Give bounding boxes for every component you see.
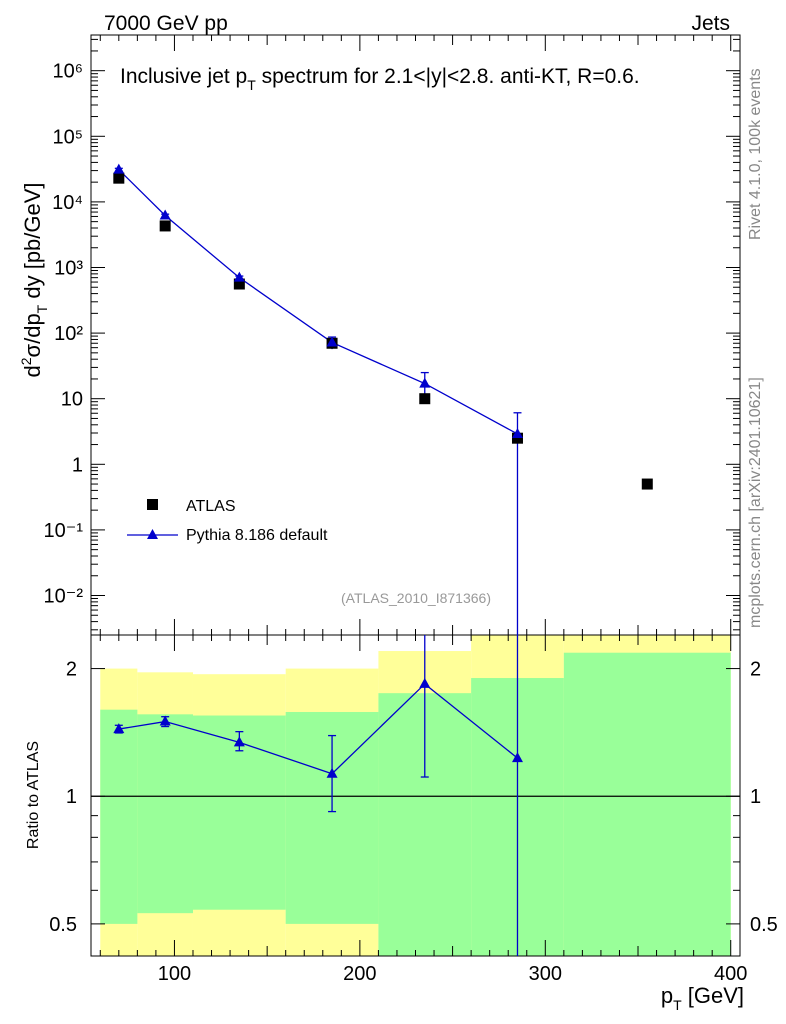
atlas-point [233, 278, 245, 290]
pythia-point [233, 271, 245, 282]
legend-marker-pythia [147, 529, 158, 539]
x-tick-label: 400 [714, 963, 747, 985]
legend: ATLAS Pythia 8.186 default [127, 498, 328, 544]
y-tick-label: 10⁻¹ [44, 520, 84, 542]
ratio-pythia-point [326, 767, 338, 778]
pythia-point [159, 209, 171, 220]
pythia-line [118, 169, 518, 435]
ratio-pythia-point [419, 677, 431, 688]
atlas-point [641, 478, 653, 490]
header-left: 7000 GeV pp [104, 12, 228, 35]
ratio-axis-ticks: 0.5 0.5 1 1 2 2 [49, 659, 778, 936]
ratio-uncertainty-bands [100, 635, 731, 956]
ratio-pythia-point [159, 715, 171, 726]
y-tick-label: 10 [61, 389, 83, 411]
x-tick-label: 300 [529, 963, 562, 985]
y-tick-label: 10⁴ [52, 192, 83, 214]
main-axis-ticks: 10⁻² 10⁻¹ 1 10 10² 10³ 10⁴ 10⁵ 10⁶ [44, 38, 740, 631]
atlas-point [113, 172, 125, 184]
legend-label-pythia: Pythia 8.186 default [186, 527, 328, 544]
x-axis-label: pT [GeV] [661, 983, 744, 1013]
green-band [100, 709, 138, 924]
pythia-point [326, 336, 338, 347]
ratio-y-tick-label-right: 1 [750, 786, 761, 808]
pythia-point [419, 377, 431, 388]
main-data-layer [113, 163, 653, 635]
x-tick-label: 100 [158, 963, 191, 985]
title-subscript: T [247, 77, 256, 93]
x-tick-label: 200 [343, 963, 376, 985]
ratio-pythia-line [118, 683, 518, 775]
y-tick-label: 10³ [54, 257, 83, 279]
atlas-point [419, 393, 431, 405]
pythia-point [511, 427, 523, 438]
ratio-y-tick-label-right: 0.5 [750, 914, 778, 936]
plot-title: Inclusive jet pT spectrum for 2.1<|y|<2.… [120, 65, 640, 93]
ratio-y-tick-label: 0.5 [49, 914, 77, 936]
analysis-watermark: (ATLAS_2010_I871366) [341, 590, 491, 606]
main-plot-frame [90, 34, 741, 636]
rivet-info-label: Rivet 4.1.0, 100k events [747, 68, 764, 240]
ratio-y-axis-label: Ratio to ATLAS [25, 741, 42, 849]
ratio-y-tick-label-right: 2 [750, 659, 761, 681]
ratio-data-layer [113, 635, 523, 956]
green-band [137, 714, 193, 914]
green-band [563, 652, 731, 956]
ratio-y-tick-label: 1 [66, 786, 77, 808]
header-right: Jets [691, 12, 730, 35]
main-y-axis-label: d2σ/dpT dy [pb/GeV] [18, 182, 50, 377]
mcplots-source-label: mcplots.cern.ch [arXiv:2401.10621] [747, 377, 764, 628]
y-tick-label: 10⁵ [52, 126, 83, 148]
x-axis-ticks: 100 200 300 400 [99, 35, 747, 985]
legend-label-atlas: ATLAS [186, 498, 236, 515]
ratio-pythia-point [511, 752, 523, 763]
atlas-point [159, 220, 171, 232]
ratio-pythia-point [113, 723, 125, 734]
pythia-point [113, 163, 125, 174]
legend-marker-atlas [147, 499, 158, 510]
atlas-point [511, 432, 523, 444]
ratio-y-tick-label: 2 [66, 659, 77, 681]
y-tick-label: 10⁶ [53, 61, 83, 83]
y-tick-label: 1 [72, 454, 83, 476]
ratio-pythia-point [233, 736, 245, 747]
y-tick-label: 10⁻² [44, 586, 84, 608]
y-tick-label: 10² [54, 323, 83, 345]
